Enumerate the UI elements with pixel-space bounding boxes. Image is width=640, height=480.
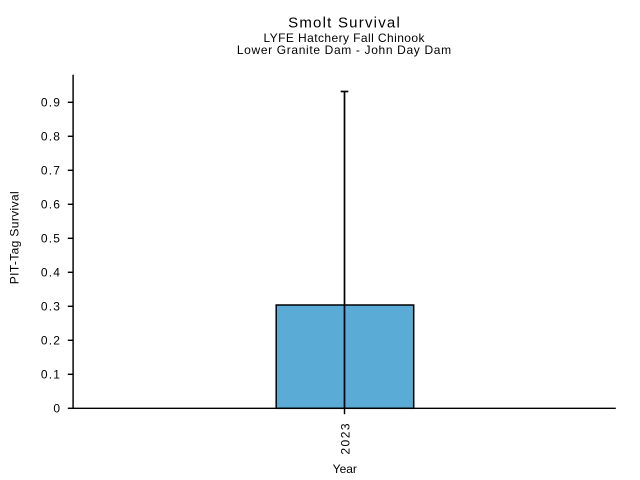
svg-text:0: 0 bbox=[53, 402, 61, 416]
svg-text:0.4: 0.4 bbox=[41, 266, 61, 280]
svg-text:2023: 2023 bbox=[338, 422, 352, 455]
svg-text:PIT-Tag Survival: PIT-Tag Survival bbox=[8, 191, 22, 284]
svg-text:Lower Granite Dam - John Day D: Lower Granite Dam - John Day Dam bbox=[237, 43, 452, 57]
svg-text:0.9: 0.9 bbox=[41, 96, 61, 110]
svg-text:Smolt Survival: Smolt Survival bbox=[288, 15, 401, 32]
svg-text:0.2: 0.2 bbox=[41, 334, 61, 348]
svg-text:LYFE Hatchery Fall Chinook: LYFE Hatchery Fall Chinook bbox=[263, 31, 425, 45]
svg-text:0.1: 0.1 bbox=[41, 368, 61, 382]
svg-text:0.3: 0.3 bbox=[41, 300, 61, 314]
svg-text:Year: Year bbox=[333, 462, 357, 476]
svg-text:0.8: 0.8 bbox=[41, 130, 61, 144]
svg-text:0.5: 0.5 bbox=[41, 232, 61, 246]
svg-text:0.7: 0.7 bbox=[41, 164, 61, 178]
svg-text:0.6: 0.6 bbox=[41, 198, 61, 212]
